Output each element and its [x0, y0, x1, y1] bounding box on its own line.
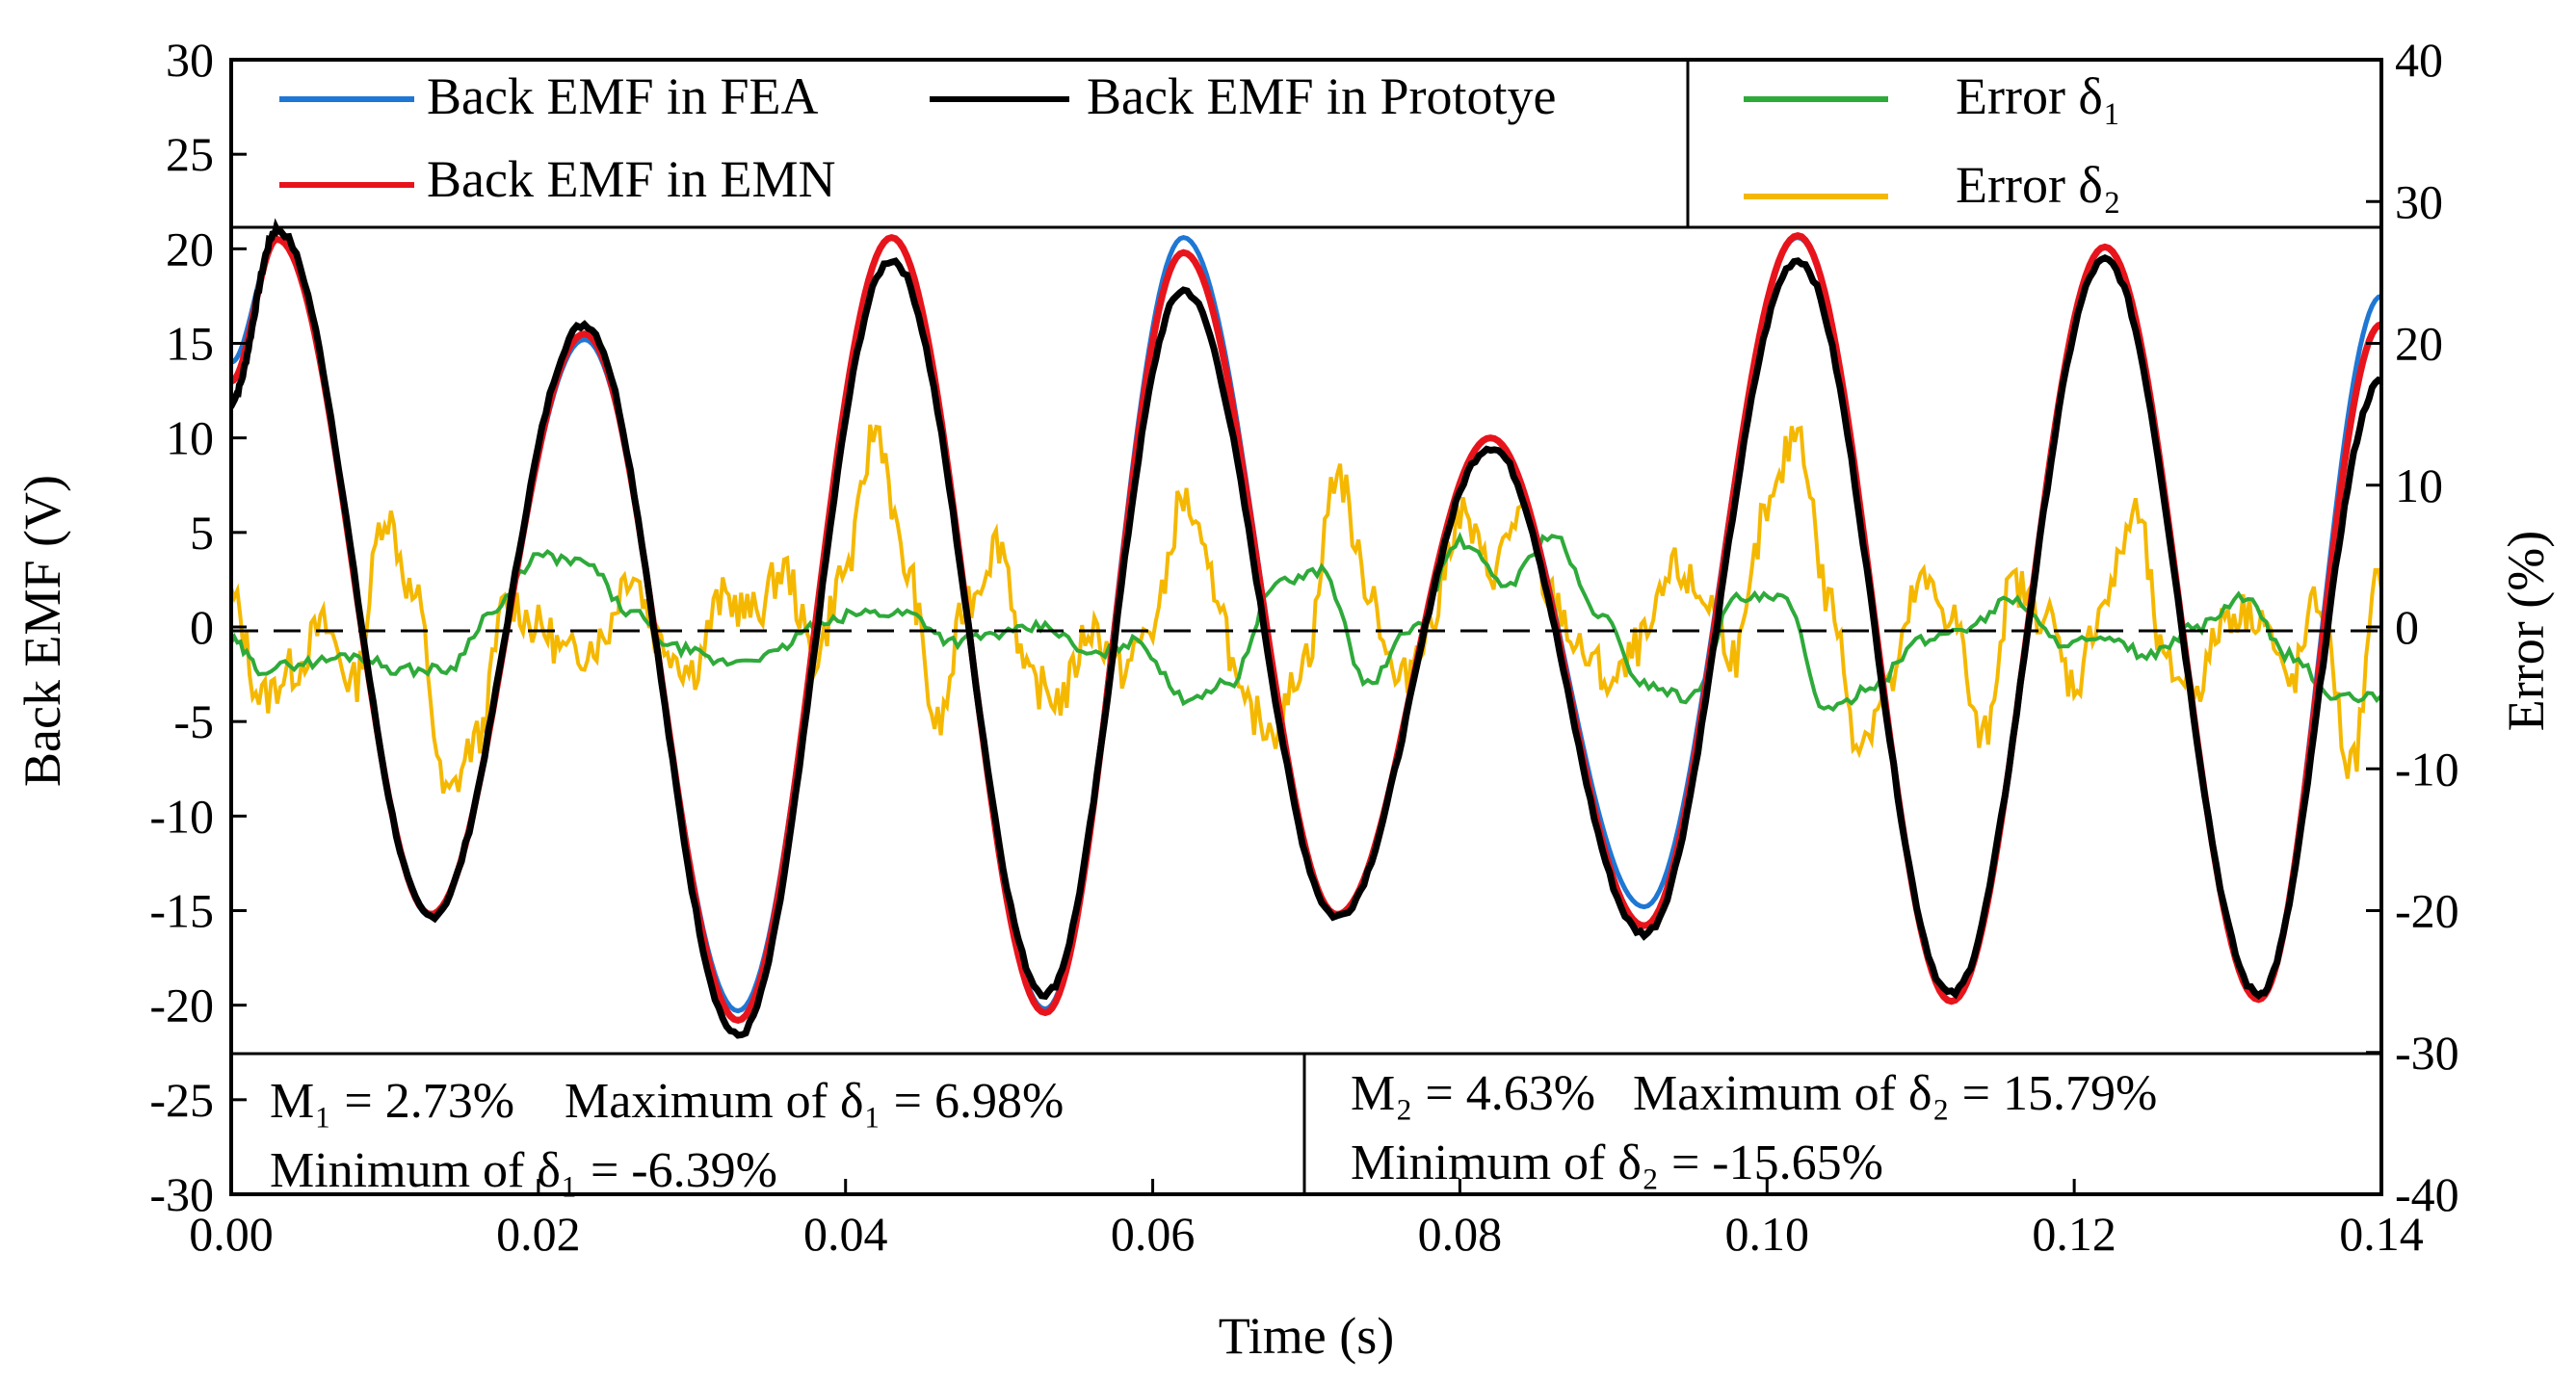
series-back-emf-fea: [231, 234, 2381, 1014]
y-tick-label: -10: [149, 789, 214, 843]
x-tick-label: 0.00: [189, 1207, 274, 1261]
x-tick-label: 0.02: [496, 1207, 581, 1261]
y2-axis-title: Error (%): [2497, 531, 2555, 731]
legend-label-emn: Back EMF in EMN: [427, 150, 836, 208]
y-tick-label: -5: [173, 694, 214, 748]
y-tick-label: 5: [190, 506, 214, 560]
x-tick-label: 0.10: [1725, 1207, 1810, 1261]
y-tick-label: 30: [166, 33, 214, 87]
y2-tick-label: 30: [2395, 174, 2443, 228]
y-axis-title: Back EMF (V): [13, 475, 71, 787]
legend-label-error1: Error δ₁: [1956, 67, 2121, 125]
curves-layer: [231, 218, 2381, 1039]
y-tick-label: -20: [149, 979, 214, 1032]
y2-tick-label: -10: [2395, 742, 2459, 796]
stats-box2-line2: Minimum of δ₂ = -15.65%: [1351, 1136, 1883, 1190]
legend-label-error2: Error δ₂: [1956, 156, 2121, 214]
axes: 0.00 0.02 0.04 0.06 0.08 0.10 0.12 0.14 30 25 20 15…: [149, 33, 2458, 1261]
plot-frame: [229, 58, 2383, 1196]
x-tick-label: 0.12: [2032, 1207, 2116, 1261]
series-back-emf-emn: [231, 231, 2381, 1025]
y-tick-label: 25: [166, 127, 214, 181]
stats-box1-line2: Minimum of δ₁ = -6.39%: [270, 1143, 777, 1198]
series-back-emf-prototype: [231, 218, 2381, 1039]
legend-label-prototype: Back EMF in Prototye: [1087, 67, 1556, 125]
stats-box2-line1: M₂ = 4.63% Maximum of δ₂ = 15.79%: [1351, 1066, 2157, 1121]
y2-tick-label: -20: [2395, 884, 2459, 938]
y-tick-label: -25: [149, 1073, 214, 1127]
y2-tick-label: -30: [2395, 1026, 2459, 1080]
y-tick-label: -30: [149, 1167, 214, 1221]
x-tick-label: 0.14: [2339, 1207, 2424, 1261]
y2-tick-label: 40: [2395, 33, 2443, 87]
stats-box1-line1: M₁ = 2.73% Maximum of δ₁ = 6.98%: [270, 1074, 1064, 1129]
series-error-delta2: [231, 424, 2381, 795]
y-tick-label: 20: [166, 222, 214, 275]
y-tick-label: 15: [166, 317, 214, 371]
y-tick-label: 0: [190, 600, 214, 654]
y-tick-label: -15: [149, 884, 214, 938]
x-tick-label: 0.06: [1111, 1207, 1196, 1261]
stats-box: M₁ = 2.73% Maximum of δ₁ = 6.98% Minimum…: [270, 1066, 2157, 1198]
x-tick-label: 0.04: [803, 1207, 888, 1261]
x-axis-title: Time (s): [1219, 1307, 1395, 1365]
x-tick-label: 0.08: [1418, 1207, 1503, 1261]
y2-tick-label: -40: [2395, 1167, 2459, 1221]
legend-label-fea: Back EMF in FEA: [427, 67, 819, 125]
y2-tick-label: 10: [2395, 458, 2443, 512]
series-error-delta1: [231, 532, 2381, 713]
y-tick-label: 10: [166, 411, 214, 465]
y2-tick-label: 20: [2395, 317, 2443, 371]
y2-tick-label: 0: [2395, 600, 2419, 654]
legend: Back EMF in FEA Back EMF in Prototye Err…: [279, 67, 2121, 214]
